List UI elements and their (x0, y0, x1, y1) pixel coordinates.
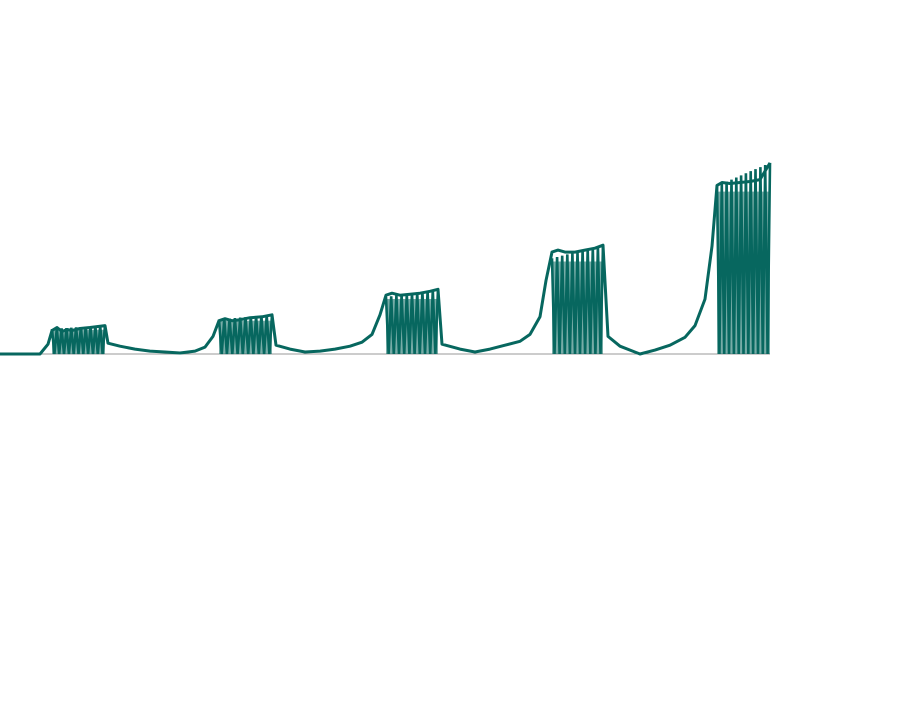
series-layer (0, 162, 772, 356)
oscillation-band-2 (217, 314, 274, 355)
oscillation-band-3 (384, 289, 440, 355)
oscillation-band-5 (715, 162, 772, 355)
oscillation-band-1 (50, 325, 107, 355)
envelope-line (0, 162, 772, 356)
oscillation-band-4 (550, 245, 605, 355)
